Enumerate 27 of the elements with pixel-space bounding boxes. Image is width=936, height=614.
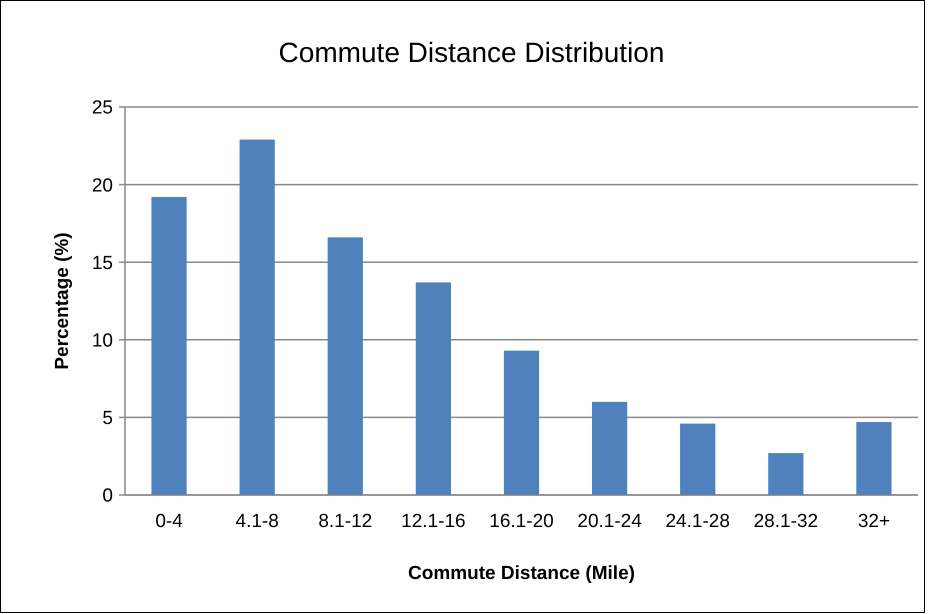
y-tick-label: 15 <box>92 252 113 274</box>
x-tick-label: 0-4 <box>155 511 184 532</box>
bar <box>240 140 275 495</box>
y-tick-label: 20 <box>92 175 113 196</box>
chart-title: Commute Distance Distribution <box>278 37 664 68</box>
y-tick-label: 5 <box>102 408 113 430</box>
bar <box>416 282 452 495</box>
bar <box>592 402 628 495</box>
bar <box>856 422 892 495</box>
y-axis-title: Percentage (%) <box>52 232 73 370</box>
x-tick-label: 12.1-16 <box>401 511 466 532</box>
x-tick-label: 32+ <box>858 511 890 532</box>
y-tick-label: 0 <box>102 486 113 507</box>
x-tick-label: 24.1-28 <box>665 511 730 532</box>
bar <box>151 197 187 495</box>
bar <box>680 424 716 495</box>
x-axis-title: Commute Distance (Mile) <box>408 563 635 584</box>
bar <box>328 237 363 495</box>
x-tick-label: 4.1-8 <box>236 511 279 532</box>
x-tick-label: 28.1-32 <box>754 511 818 532</box>
y-tick-label: 25 <box>92 98 113 119</box>
bar <box>768 453 804 495</box>
x-tick-label: 8.1-12 <box>318 511 372 532</box>
y-tick-label: 10 <box>92 330 113 352</box>
bar <box>504 350 540 495</box>
x-tick-label: 20.1-24 <box>577 511 642 532</box>
x-tick-label: 16.1-20 <box>489 511 554 532</box>
